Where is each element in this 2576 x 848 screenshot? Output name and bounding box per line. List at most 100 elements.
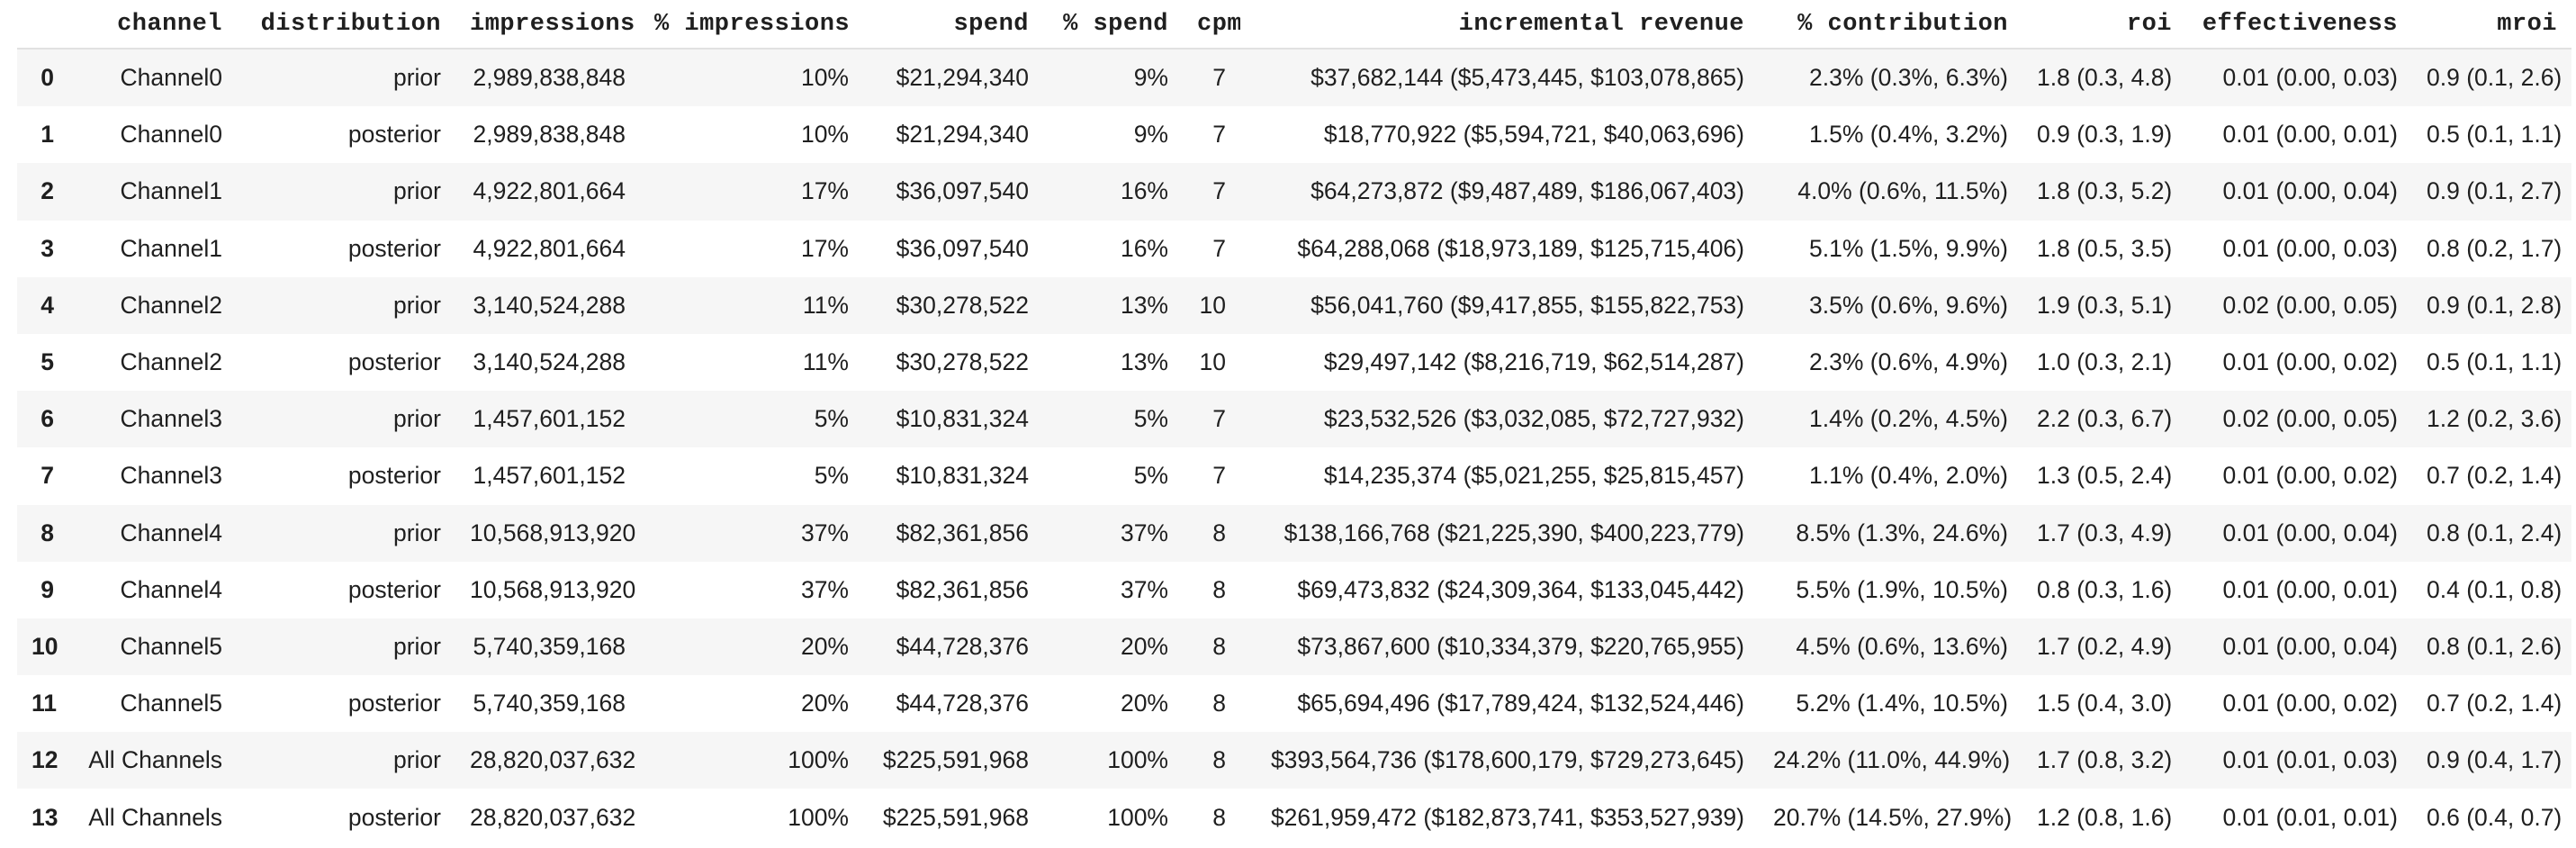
cell-cpm: 7	[1212, 405, 1226, 433]
cell-spend: $21,294,340	[896, 64, 1029, 92]
cell-incremental-revenue: $23,532,526 ($3,032,085, $72,727,932)	[1323, 405, 1744, 433]
cell-roi: 1.5 (0.4, 3.0)	[2037, 690, 2173, 717]
cell-cpm: 7	[1212, 462, 1226, 490]
table-row: 13 All Channels posterior 28,820,037,632 100…	[17, 789, 2571, 845]
row-index: 12	[32, 746, 59, 774]
cell-pct-spend: 16%	[1120, 177, 1168, 205]
column-header-index	[17, 0, 68, 50]
cell-pct-spend: 100%	[1107, 746, 1168, 774]
cell-spend: $36,097,540	[896, 177, 1029, 205]
cell-spend: $82,361,856	[896, 519, 1029, 546]
column-header-effectiveness: effectiveness	[2186, 0, 2412, 50]
cell-impressions: 28,820,037,632	[470, 746, 636, 774]
cell-cpm: 8	[1212, 690, 1226, 717]
cell-pct-impressions: 10%	[800, 121, 849, 149]
table-row: 1 Channel0 posterior 2,989,838,848 10% $21,29…	[17, 106, 2571, 163]
cell-effectiveness: 0.02 (0.00, 0.05)	[2222, 405, 2398, 433]
cell-incremental-revenue: $261,959,472 ($182,873,741, $353,527,939…	[1270, 803, 1744, 831]
cell-channel: Channel0	[120, 64, 222, 92]
cell-roi: 1.2 (0.8, 1.6)	[2037, 803, 2173, 831]
cell-distribution: posterior	[347, 462, 441, 490]
cell-incremental-revenue: $18,770,922 ($5,594,721, $40,063,696)	[1323, 121, 1744, 149]
cell-channel: Channel5	[120, 690, 222, 717]
cell-effectiveness: 0.01 (0.00, 0.02)	[2222, 462, 2398, 490]
cell-effectiveness: 0.01 (0.00, 0.03)	[2222, 64, 2398, 92]
cell-spend: $30,278,522	[896, 348, 1029, 376]
cell-pct-impressions: 37%	[800, 575, 849, 603]
cell-impressions: 3,140,524,288	[473, 348, 626, 376]
cell-channel: All Channels	[88, 746, 222, 774]
table-row: 11 Channel5 posterior 5,740,359,168 20% $44,7…	[17, 675, 2571, 732]
cell-incremental-revenue: $64,273,872 ($9,487,489, $186,067,403)	[1311, 177, 1744, 205]
cell-cpm: 7	[1212, 234, 1226, 262]
cell-effectiveness: 0.01 (0.00, 0.01)	[2222, 575, 2398, 603]
column-header-pct-impressions: % impressions	[640, 0, 863, 50]
cell-pct-spend: 16%	[1120, 234, 1168, 262]
cell-impressions: 2,989,838,848	[473, 64, 626, 92]
cell-pct-spend: 20%	[1120, 690, 1168, 717]
row-index: 7	[41, 462, 54, 490]
column-header-distribution: distribution	[237, 0, 455, 50]
table-row: 7 Channel3 posterior 1,457,601,152 5% $10,831…	[17, 447, 2571, 504]
cell-distribution: posterior	[347, 690, 441, 717]
cell-pct-contribution: 1.4% (0.2%, 4.5%)	[1809, 405, 2008, 433]
row-index: 8	[41, 519, 54, 546]
cell-pct-contribution: 1.1% (0.4%, 2.0%)	[1809, 462, 2008, 490]
cell-mroi: 0.9 (0.1, 2.6)	[2427, 64, 2562, 92]
cell-roi: 1.8 (0.5, 3.5)	[2037, 234, 2173, 262]
cell-channel: All Channels	[88, 803, 222, 831]
cell-spend: $36,097,540	[896, 234, 1029, 262]
cell-cpm: 8	[1212, 803, 1226, 831]
column-header-impressions: impressions	[455, 0, 640, 50]
cell-pct-spend: 13%	[1120, 348, 1168, 376]
cell-incremental-revenue: $64,288,068 ($18,973,189, $125,715,406)	[1297, 234, 1744, 262]
cell-distribution: prior	[392, 632, 441, 660]
cell-spend: $10,831,324	[896, 405, 1029, 433]
cell-pct-contribution: 4.0% (0.6%, 11.5%)	[1797, 177, 2008, 205]
table-row: 2 Channel1 prior 4,922,801,664 17% $36,097,54…	[17, 163, 2571, 221]
cell-distribution: prior	[392, 746, 441, 774]
cell-mroi: 0.8 (0.1, 2.6)	[2427, 632, 2562, 660]
cell-spend: $44,728,376	[896, 632, 1029, 660]
cell-channel: Channel3	[120, 462, 222, 490]
cell-pct-impressions: 17%	[800, 177, 849, 205]
cell-impressions: 28,820,037,632	[470, 803, 636, 831]
table-row: 8 Channel4 prior 10,568,913,920 37% $82,361,8…	[17, 504, 2571, 562]
cell-incremental-revenue: $73,867,600 ($10,334,379, $220,765,955)	[1297, 632, 1744, 660]
cell-distribution: prior	[392, 291, 441, 319]
table-row: 10 Channel5 prior 5,740,359,168 20% $44,728,3…	[17, 618, 2571, 676]
cell-pct-impressions: 20%	[800, 632, 849, 660]
cell-distribution: prior	[392, 405, 441, 433]
cell-pct-contribution: 2.3% (0.6%, 4.9%)	[1809, 348, 2008, 376]
cell-spend: $44,728,376	[896, 690, 1029, 717]
cell-cpm: 10	[1199, 348, 1226, 376]
cell-effectiveness: 0.01 (0.01, 0.01)	[2222, 803, 2398, 831]
cell-mroi: 0.6 (0.4, 0.7)	[2427, 803, 2562, 831]
cell-pct-impressions: 5%	[814, 462, 849, 490]
cell-distribution: posterior	[347, 121, 441, 149]
cell-incremental-revenue: $56,041,760 ($9,417,855, $155,822,753)	[1311, 291, 1744, 319]
row-index: 1	[41, 121, 54, 149]
cell-spend: $10,831,324	[896, 462, 1029, 490]
cell-distribution: prior	[392, 519, 441, 546]
cell-spend: $82,361,856	[896, 575, 1029, 603]
row-index: 3	[41, 234, 54, 262]
cell-pct-impressions: 100%	[788, 803, 849, 831]
cell-impressions: 5,740,359,168	[473, 690, 626, 717]
cell-channel: Channel4	[120, 519, 222, 546]
table-row: 6 Channel3 prior 1,457,601,152 5% $10,831,324…	[17, 391, 2571, 448]
cell-spend: $225,591,968	[882, 803, 1029, 831]
cell-impressions: 10,568,913,920	[470, 519, 636, 546]
cell-mroi: 0.7 (0.2, 1.4)	[2427, 462, 2562, 490]
cell-channel: Channel1	[120, 177, 222, 205]
cell-channel: Channel3	[120, 405, 222, 433]
column-header-incremental-revenue: incremental revenue	[1240, 0, 1759, 50]
cell-pct-impressions: 5%	[814, 405, 849, 433]
column-header-mroi: mroi	[2412, 0, 2571, 50]
cell-distribution: posterior	[347, 575, 441, 603]
cell-cpm: 8	[1212, 746, 1226, 774]
table-row: 0 Channel0 prior 2,989,838,848 10% $21,294,34…	[17, 49, 2571, 107]
cell-cpm: 7	[1212, 177, 1226, 205]
cell-impressions: 4,922,801,664	[473, 234, 626, 262]
cell-effectiveness: 0.01 (0.00, 0.04)	[2222, 632, 2398, 660]
